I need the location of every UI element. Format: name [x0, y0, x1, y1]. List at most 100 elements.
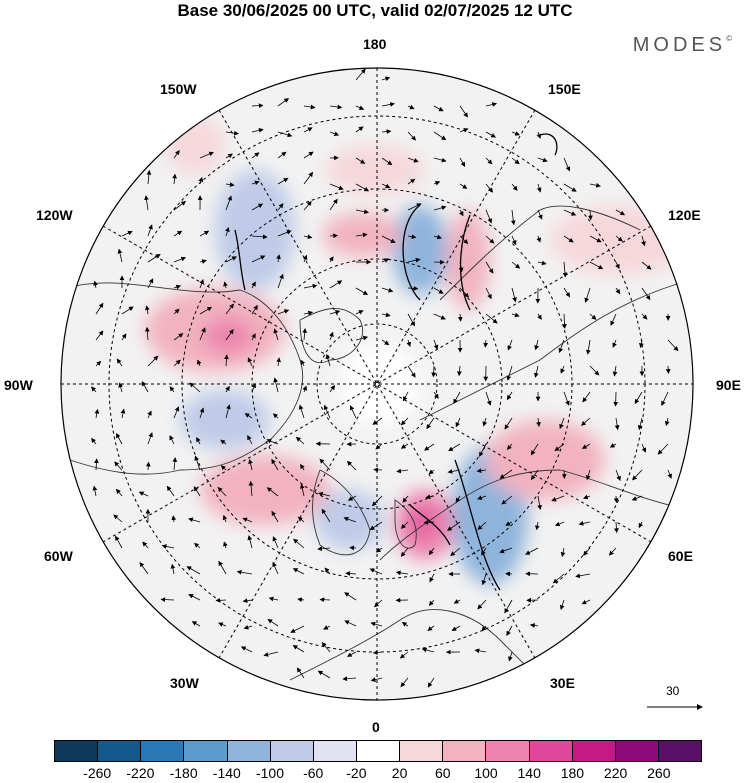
stream-russia — [454, 459, 501, 591]
colorbar-swatch — [614, 741, 658, 761]
wind-arrow-icon — [428, 469, 435, 475]
wind-arrow-icon — [355, 310, 364, 315]
coast-greenland — [312, 469, 371, 556]
wind-arrow-icon — [196, 436, 201, 445]
wind-arrow-icon — [189, 382, 201, 393]
wind-arrow-icon — [407, 131, 417, 141]
colorbar-swatch — [226, 741, 270, 761]
wind-arrow-icon — [273, 328, 279, 341]
wind-arrow-icon — [407, 234, 417, 240]
wind-arrow-icon — [263, 651, 279, 657]
wind-arrow-icon — [374, 599, 383, 608]
wind-arrow-icon — [457, 365, 462, 377]
wind-arrow-icon — [329, 104, 343, 110]
wind-arrow-icon — [355, 157, 366, 164]
wind-arrow-icon — [381, 287, 394, 293]
wind-arrow-icon — [121, 230, 133, 237]
wind-arrow-icon — [407, 286, 419, 291]
wind-arrow-icon — [381, 76, 391, 82]
wind-arrow-icon — [299, 483, 305, 497]
wind-arrow-icon — [453, 599, 461, 604]
wind-arrow-icon — [248, 458, 253, 471]
reference-vector-value: 30 — [666, 684, 680, 698]
wind-arrow-icon — [293, 538, 305, 549]
map-title: Base 30/06/2025 00 UTC, valid 02/07/2025… — [177, 1, 573, 20]
wind-arrow-icon — [536, 183, 542, 193]
wind-arrow-icon — [303, 234, 313, 240]
wind-arrow-icon — [665, 365, 671, 374]
wind-arrow-icon — [95, 360, 102, 367]
lon-label-150w: 150W — [160, 81, 197, 97]
wind-arrow-icon — [481, 547, 487, 556]
wind-arrow-icon — [537, 209, 543, 220]
wind-arrow-icon — [581, 599, 591, 605]
wind-arrow-icon — [329, 233, 338, 239]
wind-arrow-icon — [641, 313, 648, 320]
wind-arrow-icon — [222, 514, 228, 523]
wind-arrow-icon — [506, 365, 513, 381]
wind-arrow-icon — [302, 385, 307, 393]
wind-arrow-icon — [369, 521, 383, 531]
wind-arrow-icon — [186, 566, 201, 575]
coast-siberia — [419, 279, 691, 421]
colorbar-tick-label: 260 — [647, 765, 671, 781]
wind-arrow-icon — [225, 303, 234, 315]
wind-arrow-icon — [483, 339, 489, 348]
wind-arrow-icon — [485, 313, 498, 324]
wind-arrow-icon — [667, 469, 672, 479]
wind-arrow-icon — [346, 460, 357, 471]
wind-arrow-icon — [272, 413, 279, 419]
wind-arrow-icon — [91, 437, 97, 445]
wind-arrow-icon — [329, 331, 334, 341]
wind-arrow-icon — [504, 599, 513, 614]
wind-arrow-icon — [459, 183, 468, 189]
wind-arrow-icon — [554, 521, 565, 527]
wind-arrow-icon — [191, 621, 201, 627]
colorbar-tick-label: 100 — [474, 765, 498, 781]
wind-arrow-icon — [300, 463, 305, 471]
wind-arrow-icon — [91, 386, 97, 393]
wind-arrow-icon — [424, 443, 435, 451]
wind-arrow-icon — [303, 104, 316, 110]
wind-arrow-icon — [448, 443, 461, 452]
coast-eurasia-west — [379, 469, 691, 561]
wind-arrow-icon — [667, 339, 679, 352]
wind-arrow-icon — [145, 461, 151, 471]
wind-arrow-icon — [433, 287, 444, 294]
wind-arrow-icon — [247, 357, 253, 367]
wind-arrow-icon — [562, 313, 567, 329]
wind-arrow-icon — [297, 516, 305, 523]
wind-arrow-icon — [300, 359, 306, 367]
wind-arrow-icon — [355, 105, 365, 110]
wind-arrow-icon — [297, 597, 305, 603]
wind-arrow-icon — [147, 432, 153, 445]
wind-arrow-icon — [399, 651, 409, 659]
wind-arrow-icon — [477, 521, 487, 531]
wind-arrow-icon — [615, 469, 621, 482]
wind-arrow-icon — [433, 391, 439, 399]
wind-arrow-icon — [247, 535, 253, 549]
wind-arrow-icon — [400, 521, 409, 529]
wind-arrow-icon — [615, 209, 626, 216]
wind-arrow-icon — [474, 648, 487, 654]
coast-arctic-islands — [299, 308, 364, 363]
colorbar-swatch — [399, 741, 443, 761]
wind-arrow-icon — [370, 677, 383, 682]
anomaly-central-asia-ridge — [485, 420, 605, 500]
wind-arrow-icon — [225, 404, 231, 419]
wind-arrow-icon — [171, 515, 177, 523]
wind-arrow-icon — [217, 486, 227, 497]
wind-arrow-icon — [563, 157, 571, 172]
wind-arrow-icon — [381, 339, 390, 346]
wind-arrow-icon — [485, 235, 495, 244]
wind-arrow-icon — [248, 480, 254, 497]
wind-arrow-icon — [225, 130, 239, 136]
colorbar-tick-label: -60 — [303, 765, 324, 781]
wind-arrow-icon — [641, 287, 651, 301]
wind-arrow-icon — [381, 129, 392, 134]
colorbar-swatch — [485, 741, 529, 761]
lon-label-90e: 90E — [716, 377, 741, 393]
wind-arrow-icon — [329, 280, 343, 289]
wind-arrow-icon — [563, 287, 571, 298]
wind-arrow-icon — [481, 573, 487, 586]
